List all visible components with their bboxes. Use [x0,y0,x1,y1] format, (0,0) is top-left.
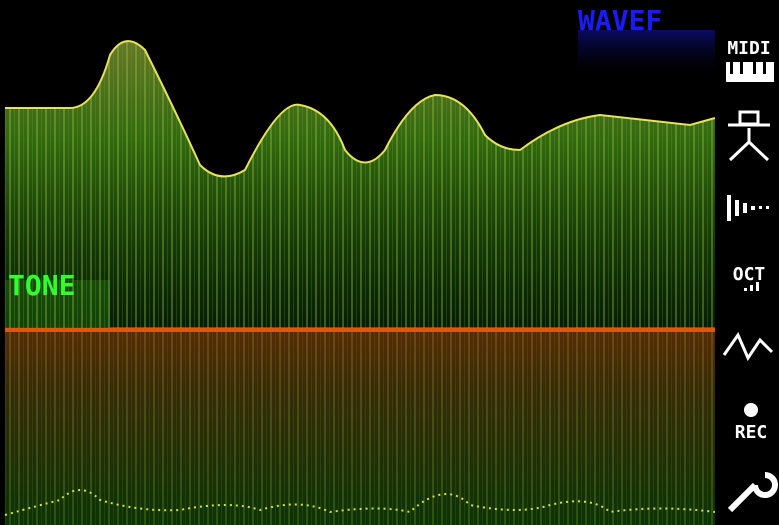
title-glow [578,30,718,80]
page: TONE WAVEF MIDI OCT REC (() => { const d… [0,0,779,525]
rec-dot [744,403,758,417]
midi-button[interactable]: MIDI [727,38,770,59]
screen: TONE WAVEF MIDI OCT REC [0,0,779,525]
lower-stripes [5,330,715,525]
oct-button[interactable]: OCT [733,264,766,285]
piano-icon [726,62,774,82]
rec-button[interactable]: REC [735,422,768,443]
tone-label: TONE [8,269,75,302]
title: WAVEF [578,4,662,37]
